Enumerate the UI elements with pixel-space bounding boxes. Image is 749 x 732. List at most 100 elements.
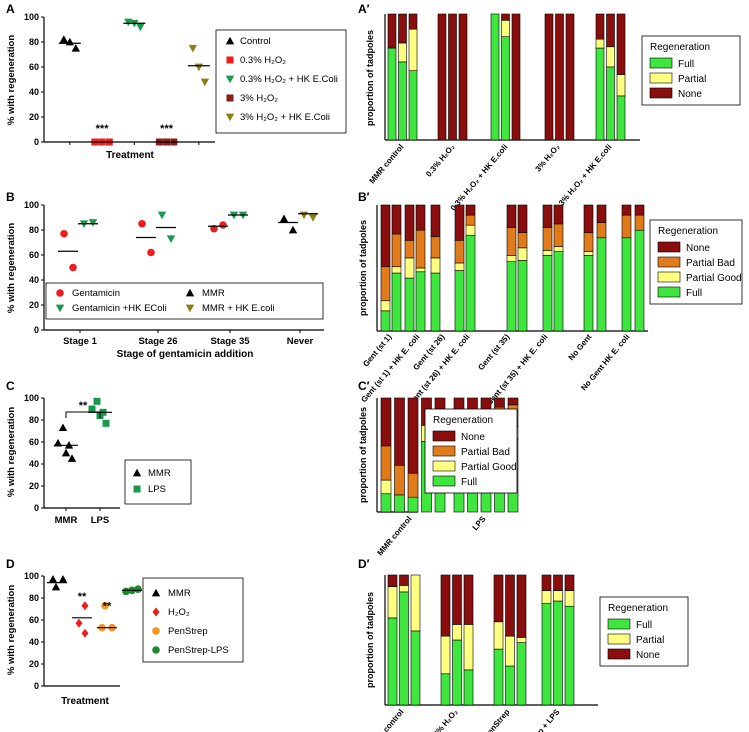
bar-segment — [616, 74, 626, 97]
bar-segment — [542, 255, 553, 332]
bar-segment — [404, 204, 415, 241]
bar-segment — [380, 397, 392, 447]
bar-segment — [391, 233, 402, 268]
legend-marker — [185, 304, 195, 313]
data-point — [60, 229, 68, 238]
panel-letter: C′ — [358, 379, 370, 393]
bar-segment — [415, 229, 426, 269]
data-point — [58, 575, 68, 583]
bar-segment — [415, 271, 426, 332]
bar-segment — [430, 236, 441, 259]
bar-segment — [452, 574, 462, 625]
x-tick-label: PenStrep — [482, 707, 512, 732]
y-tick-label: 80 — [29, 225, 39, 235]
bar-segment — [454, 270, 465, 332]
bar-segment — [440, 673, 451, 706]
data-point — [194, 63, 204, 72]
y-tick-label: 20 — [29, 300, 39, 310]
bar-segment — [595, 13, 605, 40]
bar-segment — [505, 574, 515, 637]
y-tick-label: 40 — [29, 87, 39, 97]
bar-segment — [564, 605, 575, 706]
panel-letter: D — [6, 557, 15, 571]
bar-segment — [493, 574, 504, 623]
bar-segment — [407, 397, 419, 474]
legend-box — [45, 282, 324, 320]
legend-marker — [225, 75, 235, 84]
bar-segment — [490, 13, 500, 141]
legend-marker — [132, 468, 142, 477]
bar-segment — [564, 574, 575, 591]
y-axis-label: proportion of tadpoles — [358, 407, 368, 503]
bar-segment — [380, 310, 391, 332]
bar-segment — [454, 239, 465, 264]
legend-marker — [133, 485, 141, 493]
legend-label: Full — [636, 620, 652, 631]
bar-segment — [394, 464, 405, 496]
bar-segment — [407, 496, 419, 513]
x-tick-label: No Gent — [567, 332, 594, 362]
bar-segment — [596, 204, 607, 223]
y-tick-label: 20 — [29, 659, 39, 669]
x-tick-label: 3% H₂O₂ + HK E.coli — [557, 143, 613, 208]
panel-Ap: proportion of tadpoles MMR control 0.3% H₂… — [365, 13, 741, 213]
data-point — [166, 235, 176, 243]
bar-segment — [398, 61, 407, 141]
bar-segment — [505, 635, 515, 667]
bar-segment — [596, 237, 607, 332]
y-axis-label: proportion of tadpoles — [365, 30, 375, 126]
bar-segment — [494, 397, 505, 408]
legend-label: None — [686, 243, 710, 254]
bar-segment — [553, 590, 563, 602]
bar-segment — [634, 229, 645, 332]
data-point — [51, 582, 61, 591]
panel-letter: D′ — [358, 557, 370, 571]
data-point — [138, 219, 146, 228]
legend-label: 0.3% H₂O₂ — [240, 55, 286, 66]
data-point — [124, 18, 133, 27]
bar-segment — [606, 13, 615, 48]
x-tick-label: 0.3% H₂O₂ + HK E.coli — [449, 143, 510, 213]
panel-letter: C — [6, 379, 15, 393]
bar-segment — [505, 665, 515, 706]
legend-marker — [55, 304, 65, 313]
data-point — [81, 628, 89, 638]
bar-segment — [380, 445, 392, 481]
data-point — [134, 585, 142, 593]
bar-segment — [408, 70, 418, 141]
bar-segment — [380, 300, 391, 312]
bar-segment — [465, 234, 476, 332]
bar-segment — [493, 621, 504, 650]
bar-segment — [380, 479, 392, 495]
significance-label: ** — [78, 591, 87, 603]
legend-marker — [152, 646, 160, 654]
panel-A: 0 20 40 60 80 100 *** *** % with regeneration Tre… — [6, 12, 347, 161]
legend-label: Partial Bad — [686, 258, 735, 269]
bar-segment — [583, 232, 594, 252]
bar-segment — [511, 13, 521, 141]
bar-segment — [583, 204, 594, 234]
bar-segment — [387, 13, 397, 49]
bar-segment — [465, 214, 476, 226]
bar-segment — [553, 204, 564, 225]
bar-segment — [430, 204, 441, 237]
data-point — [210, 224, 218, 233]
y-axis-label: % with regeneration — [6, 35, 17, 125]
data-point — [48, 575, 58, 583]
y-tick-label: 20 — [29, 112, 39, 122]
data-point — [93, 397, 101, 405]
data-point — [61, 448, 71, 457]
bar-segment — [501, 13, 510, 21]
bar-segment — [391, 266, 402, 274]
legend-box — [215, 29, 347, 134]
x-tick-label: Stage 35 — [210, 336, 250, 347]
y-tick-label: 100 — [24, 571, 39, 581]
significance-label: *** — [96, 123, 110, 135]
legend-marker — [225, 36, 235, 45]
bar-segment — [596, 222, 607, 239]
x-axis-label: Treatment — [61, 696, 109, 707]
data-point — [219, 221, 227, 229]
bar-segment — [430, 257, 441, 274]
